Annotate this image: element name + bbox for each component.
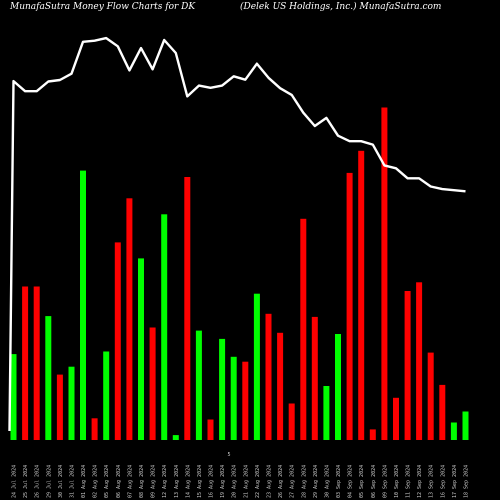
x-tick-label: 29 Jul 2024 [46,465,52,498]
x-tick-label: 22 Aug 2024 [255,465,261,498]
x-tick-label: 04 Sep 2024 [348,465,354,498]
x-tick-label: 26 Jul 2024 [35,465,41,498]
bar-23 [265,313,272,440]
x-tick-label: 06 Aug 2024 [116,465,122,498]
bar-13 [149,327,156,440]
x-tick-label: 09 Sep 2024 [382,465,388,498]
bar-29 [335,334,341,440]
x-tick-label: 15 Aug 2024 [197,465,203,498]
bar-2 [22,286,29,440]
x-tick-label: 07 Aug 2024 [127,465,133,498]
bar-38 [439,384,446,440]
x-tick-label: 12 Sep 2024 [417,465,423,498]
center-label: 5 [227,452,230,458]
bar-25 [288,403,295,440]
bar-36 [416,282,423,440]
x-axis-ticks: 24 Jul 2024 25 Jul 2024 26 Jul 2024 29 Jul … [12,465,470,498]
bar-27 [311,316,318,440]
bar-28 [323,386,330,440]
x-tick-label: 13 Aug 2024 [174,465,180,498]
bar-22 [253,293,260,440]
chart-subtitle: (Delek US Holdings, Inc.) MunafaSutra.co… [240,2,442,12]
x-tick-label: 27 Aug 2024 [290,465,296,498]
bar-14 [161,214,168,440]
bar-21 [242,361,249,440]
bar-11 [126,198,133,440]
bar-40 [462,411,469,440]
x-tick-label: 29 Aug 2024 [313,465,319,498]
bar-20 [230,356,237,440]
chart-title: MunafaSutra Money Flow Charts for DK [10,2,196,12]
bar-8 [91,418,98,440]
bar-32 [369,429,376,440]
bar-1 [10,354,17,440]
x-tick-label: 28 Aug 2024 [301,465,307,498]
x-tick-label: 19 Aug 2024 [220,465,226,498]
bar-15 [172,435,179,440]
x-tick-label: 12 Aug 2024 [162,465,168,498]
x-tick-label: 05 Sep 2024 [359,465,365,498]
bar-37 [427,352,434,440]
bar-35 [404,291,411,440]
x-tick-label: 24 Jul 2024 [12,465,18,498]
bar-18 [207,419,214,440]
bar-31 [358,150,365,441]
money-flow-line [8,36,466,432]
bar-17 [195,330,202,440]
bar-5 [56,374,63,440]
x-tick-label: 01 Aug 2024 [81,465,87,498]
x-tick-label: 11 Sep 2024 [406,465,412,498]
bar-4 [45,316,52,440]
x-tick-label: 16 Aug 2024 [209,465,215,498]
bar-3 [33,286,40,440]
bar-6 [68,366,75,440]
bar-24 [277,332,284,440]
x-tick-label: 16 Sep 2024 [440,465,446,498]
x-tick-label: 09 Aug 2024 [151,465,157,498]
bar-16 [184,177,191,440]
x-tick-label: 14 Aug 2024 [185,465,191,498]
x-tick-label: 21 Aug 2024 [243,465,249,498]
x-tick-label: 20 Aug 2024 [232,465,238,498]
bar-39 [450,422,457,440]
x-tick-label: 25 Jul 2024 [23,465,29,498]
x-tick-label: 17 Sep 2024 [452,465,458,498]
bar-34 [393,397,399,440]
x-tick-label: 30 Aug 2024 [324,465,330,498]
bar-30 [346,172,353,440]
bar-9 [103,351,110,440]
x-tick-label: 13 Sep 2024 [429,465,435,498]
x-tick-label: 10 Sep 2024 [394,465,400,498]
x-tick-label: 08 Aug 2024 [139,465,145,498]
x-tick-label: 30 Jul 2024 [58,465,64,498]
x-tick-label: 23 Aug 2024 [267,465,273,498]
x-tick-label: 18 Sep 2024 [464,465,470,498]
bar-26 [300,218,307,440]
x-tick-label: 06 Sep 2024 [371,465,377,498]
x-tick-label: 02 Aug 2024 [93,465,99,498]
x-tick-label: 05 Aug 2024 [104,465,110,498]
bar-33 [381,107,388,440]
bar-10 [114,242,121,440]
bar-7 [80,170,86,440]
bar-series [10,107,469,441]
bar-12 [138,258,144,440]
bar-19 [219,338,226,440]
x-tick-label: 26 Aug 2024 [278,465,284,498]
x-tick-label: 03 Sep 2024 [336,465,342,498]
x-tick-label: 31 Jul 2024 [70,465,76,498]
